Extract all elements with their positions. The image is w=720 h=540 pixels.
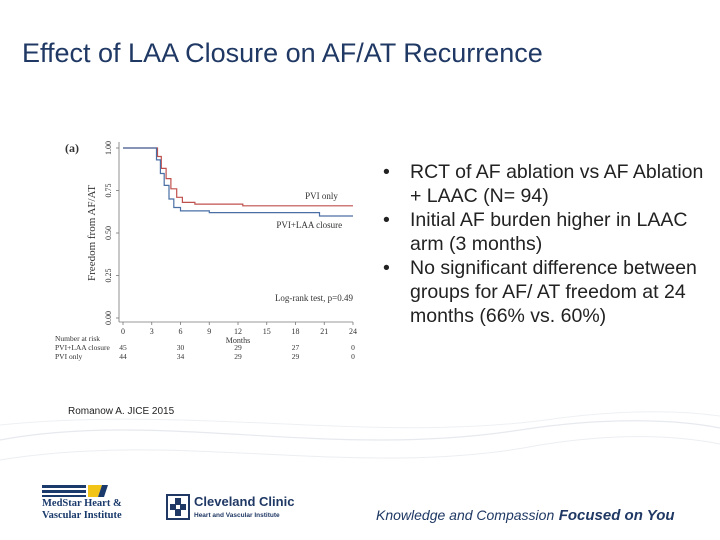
tagline: Knowledge and Compassion Focused on You	[376, 507, 675, 525]
km-labels: Freedom from AF/AT Months (a) Log-rank test…	[65, 141, 353, 345]
bullet-text: No significant difference between groups…	[410, 257, 697, 327]
risk-value: 44	[119, 352, 127, 361]
series-label-0: PVI only	[305, 191, 338, 201]
bullet-text: RCT of AF ablation vs AF Ablation + LAAC…	[410, 161, 704, 207]
x-axis-title: Months	[226, 336, 250, 345]
medstar-wordmark: MedStar Heart & Vascular Institute	[42, 498, 122, 522]
risk-value: 29	[234, 352, 242, 361]
km-chart: 0.00 0.25 0.50 0.75 1.00 0 3 6 9 12 15 18 21 24 Free…	[55, 141, 357, 361]
tagline-light: Knowledge and Compassion	[376, 507, 555, 523]
series-label-1: PVI+LAA closure	[276, 220, 342, 230]
risk-value: 45	[119, 343, 127, 352]
logrank-annotation: Log-rank test, p=0.49	[275, 293, 354, 303]
x-tick-label: 18	[292, 327, 300, 336]
slide-title: Effect of LAA Closure on AF/AT Recurrenc…	[22, 38, 543, 68]
x-tick-label: 21	[320, 327, 328, 336]
bullet-dot: •	[383, 257, 390, 279]
risk-value: 0	[351, 343, 355, 352]
bullet-text: Initial AF burden higher in LAAC arm (3 …	[410, 209, 688, 255]
x-tick-label: 0	[121, 327, 125, 336]
tagline-bold: Focused on You	[558, 507, 675, 524]
risk-row-label: PVI only	[55, 352, 83, 361]
y-tick-label: 0.25	[104, 269, 113, 283]
bullet-item: • Initial AF burden higher in LAAC arm (3…	[378, 208, 708, 256]
clinic-subtitle: Heart and Vascular Institute	[194, 512, 280, 519]
medstar-line1: MedStar Heart &	[42, 498, 122, 509]
risk-value: 29	[234, 343, 242, 352]
km-curve-series-1	[123, 147, 353, 217]
y-tick-label: 0.00	[104, 311, 113, 325]
bullet-list: • RCT of AF ablation vs AF Ablation + LAA…	[378, 160, 708, 328]
y-tick-label: 0.50	[104, 226, 113, 240]
x-tick-label: 9	[207, 327, 211, 336]
medstar-line2: Vascular Institute	[42, 510, 122, 521]
x-tick-label: 6	[179, 327, 183, 336]
risk-value: 34	[177, 352, 185, 361]
citation: Romanow A. JICE 2015	[68, 406, 175, 417]
medstar-bars-icon	[42, 485, 108, 497]
y-axis-title: Freedom from AF/AT	[86, 185, 98, 281]
risk-value: 0	[351, 352, 355, 361]
x-tick-label: 12	[234, 327, 242, 336]
risk-value: 30	[177, 343, 185, 352]
bullet-dot: •	[383, 209, 390, 231]
risk-value: 29	[292, 352, 300, 361]
km-curve-series-0	[123, 147, 353, 207]
clinic-cross-icon	[166, 494, 190, 520]
risk-value: 27	[292, 343, 300, 352]
panel-label: (a)	[65, 141, 79, 155]
footer-wave-decoration	[0, 411, 720, 461]
km-x-ticks: 0 3 6 9 12 15 18 21 24	[121, 322, 357, 336]
bullet-item: • No significant difference between group…	[378, 256, 708, 328]
x-tick-label: 24	[349, 327, 357, 336]
km-axes	[118, 142, 353, 323]
bullet-item: • RCT of AF ablation vs AF Ablation + LAA…	[378, 160, 708, 208]
x-tick-label: 15	[263, 327, 271, 336]
risk-row-label: PVI+LAA closure	[55, 343, 111, 352]
risk-table-header: Number at risk	[55, 334, 100, 343]
km-series	[123, 147, 353, 217]
y-tick-label: 1.00	[104, 141, 113, 155]
clinic-name: Cleveland Clinic	[194, 494, 295, 509]
y-tick-label: 0.75	[104, 184, 113, 198]
bullet-dot: •	[383, 161, 390, 183]
km-y-ticks: 0.00 0.25 0.50 0.75 1.00	[104, 141, 119, 325]
x-tick-label: 3	[150, 327, 154, 336]
